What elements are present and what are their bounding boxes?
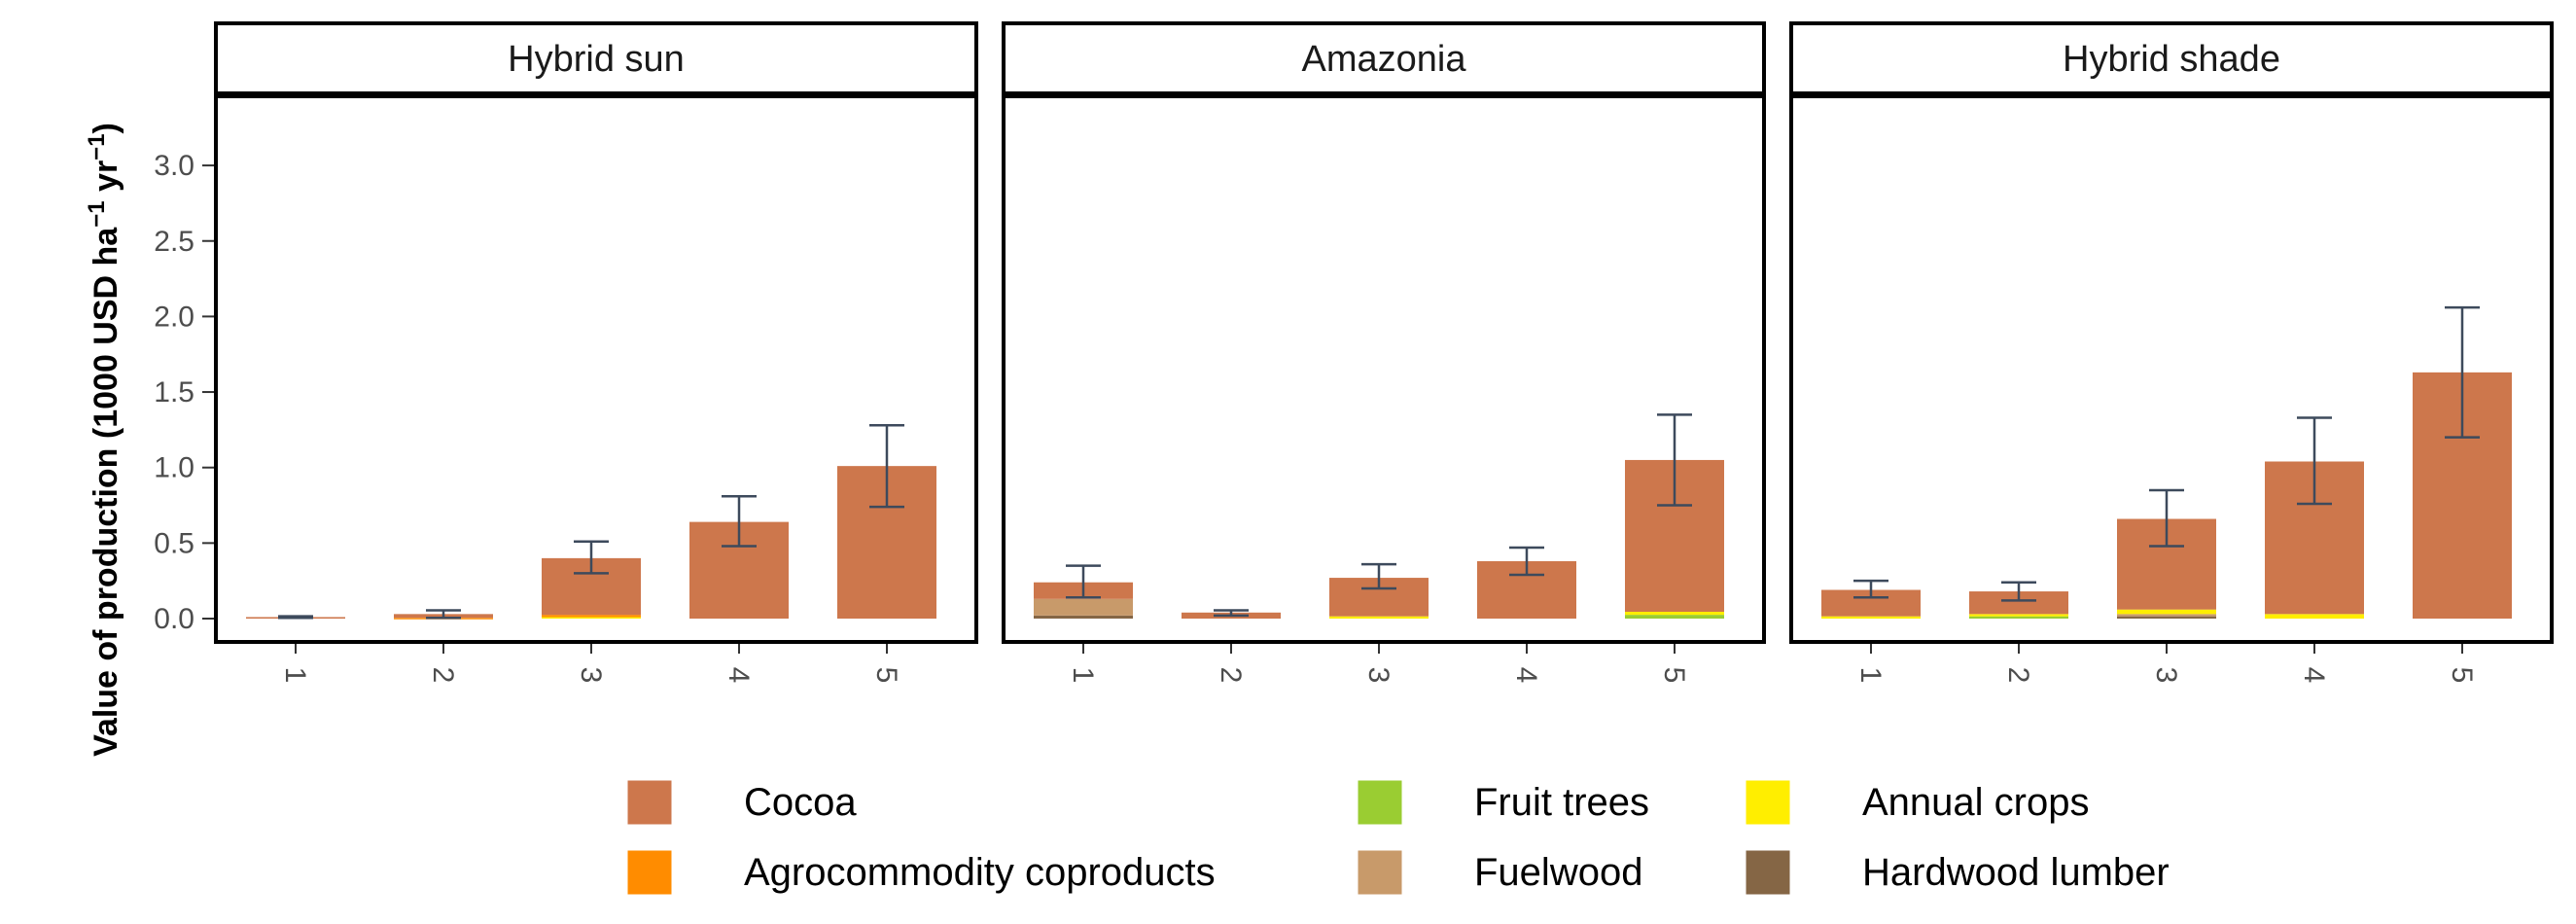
y-tick-label: 3.0: [154, 150, 194, 182]
x-tick-label: 4: [2298, 667, 2330, 684]
x-tick-label: 4: [723, 667, 755, 684]
x-tick-label: 2: [1215, 667, 1247, 684]
y-tick-label: 0.5: [154, 527, 194, 559]
facet-label: Amazonia: [1302, 39, 1467, 80]
x-tick-label: 3: [575, 667, 607, 684]
legend-swatch: [1357, 849, 1403, 896]
bar-segment: [2117, 609, 2216, 615]
facet-strip: [1002, 21, 1766, 95]
bar-segment: [1969, 591, 2068, 615]
x-tick-label: 5: [2446, 667, 2478, 684]
x-tick-label: 5: [1658, 667, 1690, 684]
y-tick-label: 0.0: [154, 603, 194, 635]
legend-swatch: [1357, 779, 1403, 826]
x-tick-label: 1: [1067, 667, 1099, 684]
bar-segment: [1329, 616, 1429, 619]
legend-label: Agrocommodity coproducts: [744, 851, 1216, 894]
x-tick-label: 3: [1362, 667, 1394, 684]
bar-segment: [1969, 614, 2068, 617]
bar-segment: [1625, 615, 1724, 619]
bar-segment: [2117, 614, 2216, 617]
y-tick-label: 1.0: [154, 452, 194, 484]
panel-border: [1002, 94, 1766, 644]
bar-segment: [1625, 612, 1724, 616]
panel-border: [214, 94, 978, 644]
bar-segment: [1034, 598, 1133, 616]
legend-label: Fruit trees: [1474, 781, 1649, 824]
panel-border: [1789, 94, 2554, 644]
y-tick-label: 1.5: [154, 376, 194, 409]
y-tick-label: 2.0: [154, 301, 194, 333]
legend-swatch: [626, 779, 673, 826]
legend-swatch: [1745, 849, 1791, 896]
x-tick-label: 2: [427, 667, 459, 684]
y-axis-title: Value of production (1000 USD ha−1 yr−1): [84, 123, 125, 757]
x-tick-label: 1: [1854, 667, 1887, 684]
legend-swatch: [626, 849, 673, 896]
bar-segment: [542, 615, 641, 618]
bar-segment: [1821, 616, 1921, 619]
facet-strip: [214, 21, 978, 95]
x-tick-label: 2: [2002, 667, 2034, 684]
facet-strip: [1789, 21, 2554, 95]
bar-segment: [2117, 616, 2216, 619]
x-tick-label: 3: [2150, 667, 2182, 684]
bar-segment: [2265, 614, 2364, 619]
x-tick-label: 5: [870, 667, 902, 684]
y-tick-label: 2.5: [154, 226, 194, 258]
facet-label: Hybrid sun: [508, 39, 685, 80]
bar-segment: [1969, 616, 2068, 619]
legend-label: Annual crops: [1862, 781, 2089, 824]
bar-segment: [1034, 615, 1133, 619]
legend-swatch: [1745, 779, 1791, 826]
legend-label: Cocoa: [744, 781, 857, 824]
x-tick-label: 1: [279, 667, 311, 684]
legend-label: Hardwood lumber: [1862, 851, 2170, 894]
x-tick-label: 4: [1510, 667, 1542, 684]
bar-segment: [542, 617, 641, 619]
legend-label: Fuelwood: [1474, 851, 1642, 894]
facet-label: Hybrid shade: [2063, 39, 2280, 80]
